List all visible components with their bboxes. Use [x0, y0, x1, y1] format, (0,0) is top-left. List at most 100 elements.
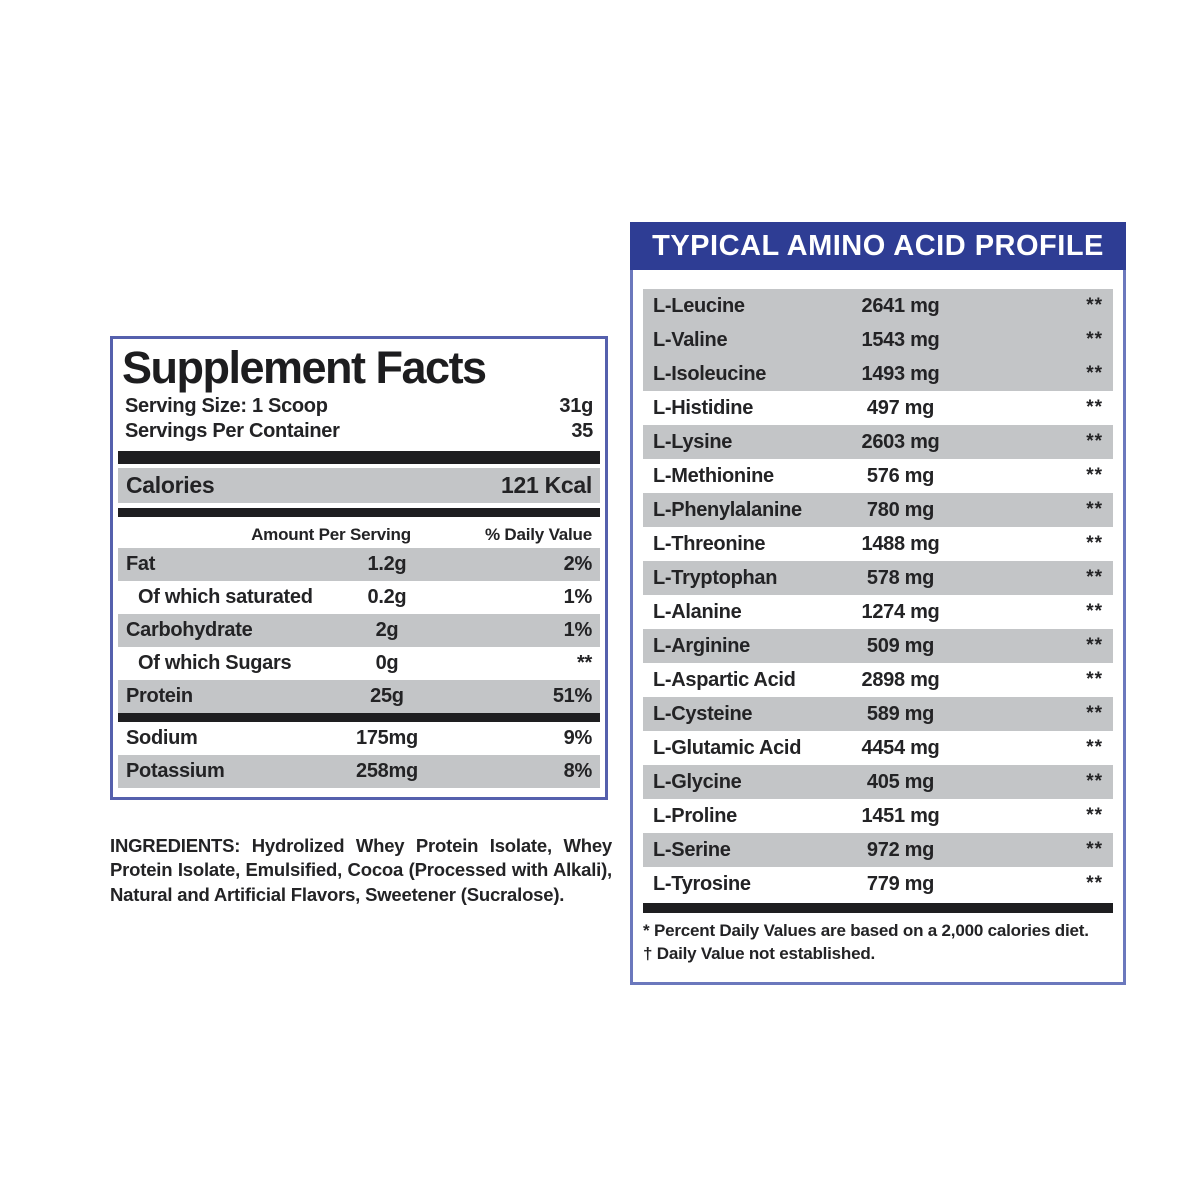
divider-bar: [118, 507, 600, 517]
ingredients-text: INGREDIENTS: Hydrolized Whey Protein Iso…: [110, 835, 612, 905]
amino-acid-title: TYPICAL AMINO ACID PROFILE: [652, 229, 1104, 262]
amino-acid-note: **: [1086, 703, 1103, 724]
nutrient-row: Fat 1.2g 2%: [118, 547, 600, 581]
footnote-daily-value-not-established: † Daily Value not established.: [643, 944, 876, 963]
nutrient-row: Of which Sugars 0g **: [118, 647, 600, 680]
serving-size-label: Serving Size: 1 Scoop: [125, 394, 328, 417]
amino-acid-name: L-Glutamic Acid: [653, 736, 802, 759]
nutrient-row: Protein 25g 51%: [118, 679, 600, 713]
amino-acid-row: L-Arginine 509 mg **: [643, 629, 1113, 663]
amino-acid-row: L-Methionine 576 mg **: [643, 459, 1113, 493]
amino-acid-name: L-Methionine: [653, 464, 774, 487]
amino-acid-amount: 497 mg: [866, 396, 935, 419]
nutrient-amount: 175mg: [356, 726, 418, 749]
nutrient-daily-value: 9%: [563, 726, 593, 749]
amino-acid-amount: 589 mg: [866, 702, 935, 725]
servings-per-container-label: Servings Per Container: [125, 419, 340, 442]
amino-acid-row: L-Glutamic Acid 4454 mg **: [643, 731, 1113, 765]
amino-acid-name: L-Arginine: [653, 634, 750, 657]
amino-acid-row: L-Serine 972 mg **: [643, 833, 1113, 867]
amino-acid-row: L-Tryptophan 578 mg **: [643, 561, 1113, 595]
nutrient-amount: 25g: [370, 684, 404, 707]
amino-acid-name: L-Glycine: [653, 770, 742, 793]
nutrient-name: Of which Sugars: [138, 651, 292, 674]
supplement-facts-title: Supplement Facts: [122, 342, 487, 393]
amino-acid-note: **: [1086, 465, 1103, 486]
amino-acid-amount: 2603 mg: [861, 430, 940, 453]
nutrient-daily-value: 8%: [563, 759, 593, 782]
amino-acid-amount: 1493 mg: [861, 362, 940, 385]
amino-acid-note: **: [1086, 805, 1103, 826]
amino-acid-note: **: [1086, 635, 1103, 656]
amino-acid-note: **: [1086, 601, 1103, 622]
nutrient-amount: 2g: [375, 618, 399, 641]
amino-acid-note: **: [1086, 771, 1103, 792]
amino-acid-name: L-Tryptophan: [653, 566, 778, 589]
amino-acid-amount: 780 mg: [866, 498, 935, 521]
amino-acid-header: TYPICAL AMINO ACID PROFILE: [630, 222, 1126, 270]
footnote-percent-daily-values: * Percent Daily Values are based on a 2,…: [643, 921, 1089, 940]
amino-acid-note: **: [1086, 431, 1103, 452]
nutrient-row: Of which saturated 0.2g 1%: [118, 581, 600, 614]
divider-bar: [118, 450, 600, 464]
divider-bar: [643, 903, 1113, 913]
daily-value-header: % Daily Value: [484, 524, 592, 544]
serving-size-value: 31g: [559, 394, 593, 417]
amino-acid-name: L-Phenylalanine: [653, 498, 802, 521]
nutrient-row: Carbohydrate 2g 1%: [118, 613, 600, 647]
amino-acid-row: L-Isoleucine 1493 mg **: [643, 357, 1113, 391]
amino-acid-row: L-Valine 1543 mg **: [643, 323, 1113, 357]
amino-acid-note: **: [1086, 533, 1103, 554]
amino-acid-name: L-Aspartic Acid: [653, 668, 796, 691]
amino-acid-amount: 578 mg: [866, 566, 935, 589]
amino-acid-row: L-Threonine 1488 mg **: [643, 527, 1113, 561]
nutrient-name: Protein: [126, 684, 193, 707]
divider-bar: [118, 712, 600, 722]
amino-acid-amount: 4454 mg: [861, 736, 940, 759]
amino-acid-amount: 972 mg: [866, 838, 935, 861]
amino-acid-note: **: [1086, 295, 1103, 316]
calories-row: Calories 121 Kcal: [118, 467, 600, 503]
servings-per-container-row: Servings Per Container 35: [118, 419, 600, 444]
amino-acid-amount: 405 mg: [866, 770, 935, 793]
amino-acid-name: L-Lysine: [653, 430, 733, 453]
amino-acid-row: L-Cysteine 589 mg **: [643, 697, 1113, 731]
amino-acid-name: L-Alanine: [653, 600, 742, 623]
servings-per-container-value: 35: [571, 419, 593, 442]
amino-acid-amount: 509 mg: [866, 634, 935, 657]
amino-acid-row: L-Alanine 1274 mg **: [643, 595, 1113, 629]
amino-acid-body: L-Leucine 2641 mg ** L-Valine 1543 mg ** L-Iso…: [630, 270, 1126, 985]
nutrient-daily-value: **: [577, 651, 592, 674]
amino-acid-note: **: [1086, 329, 1103, 350]
amino-acid-row: L-Leucine 2641 mg **: [643, 289, 1113, 323]
column-header-row: Amount Per Serving % Daily Value: [118, 522, 600, 548]
amino-acid-note: **: [1086, 499, 1103, 520]
amino-acid-name: L-Threonine: [653, 532, 766, 555]
amino-acid-name: L-Valine: [653, 328, 728, 351]
amino-acid-amount: 576 mg: [866, 464, 935, 487]
amino-acid-name: L-Isoleucine: [653, 362, 767, 385]
amino-acid-row: L-Glycine 405 mg **: [643, 765, 1113, 799]
calories-value: 121 Kcal: [501, 471, 592, 498]
nutrient-name: Sodium: [126, 726, 198, 749]
nutrient-amount: 0g: [375, 651, 399, 674]
nutrient-row: Potassium 258mg 8%: [118, 754, 600, 788]
nutrition-rows: Fat 1.2g 2% Of which saturated 0.2g 1% Carbohy…: [118, 547, 600, 788]
amino-acid-amount: 1543 mg: [861, 328, 940, 351]
nutrient-daily-value: 1%: [563, 585, 593, 608]
nutrient-daily-value: 1%: [563, 618, 593, 641]
nutrient-name: Of which saturated: [138, 585, 313, 608]
amino-acid-row: L-Lysine 2603 mg **: [643, 425, 1113, 459]
nutrient-name: Carbohydrate: [126, 618, 253, 641]
amino-acid-amount: 1274 mg: [861, 600, 940, 623]
amino-acid-amount: 2898 mg: [861, 668, 940, 691]
nutrient-daily-value: 51%: [552, 684, 592, 707]
amino-acid-note: **: [1086, 363, 1103, 384]
nutrient-daily-value: 2%: [563, 552, 593, 575]
amino-acid-amount: 779 mg: [866, 872, 935, 895]
serving-size-row: Serving Size: 1 Scoop 31g: [118, 394, 600, 419]
amino-acid-note: **: [1086, 567, 1103, 588]
nutrient-amount: 0.2g: [367, 585, 407, 608]
nutrient-name: Potassium: [126, 759, 225, 782]
nutrient-name: Fat: [126, 552, 156, 575]
